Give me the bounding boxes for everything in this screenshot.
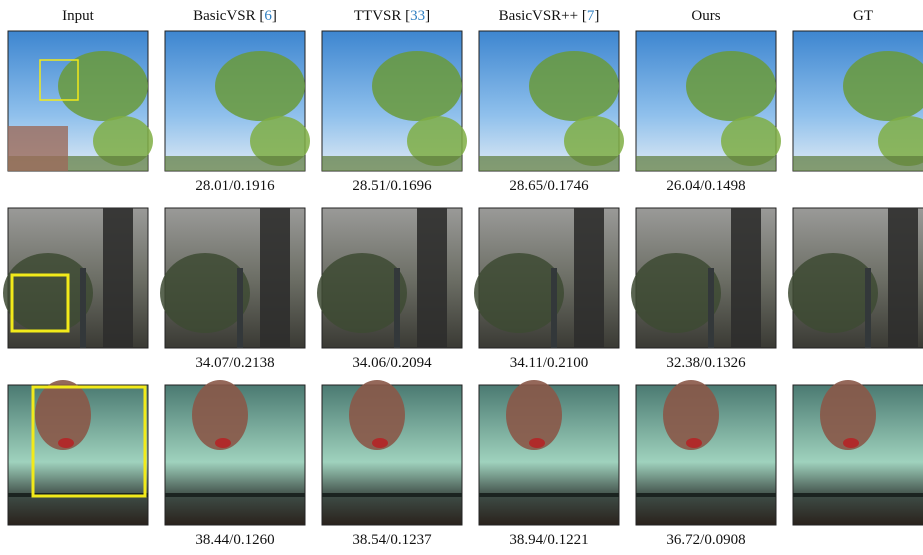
ground xyxy=(322,156,462,171)
tripod xyxy=(237,268,243,348)
column-header: GT xyxy=(853,8,873,24)
citation-bracket: ] xyxy=(425,8,430,24)
column-header: TTVSR [33] xyxy=(354,8,430,24)
image-cell xyxy=(322,31,467,171)
fingernail xyxy=(843,438,859,448)
metric-caption: 34.07/0.2138 xyxy=(195,355,274,371)
image-cell xyxy=(474,208,619,348)
image-cell xyxy=(636,31,781,171)
edge xyxy=(165,493,305,497)
image-cell xyxy=(479,31,624,171)
person xyxy=(574,208,604,348)
metric-caption: 28.01/0.1916 xyxy=(195,178,275,194)
foliage xyxy=(372,51,462,121)
image-cell xyxy=(793,31,923,171)
ground xyxy=(636,156,776,171)
image-cell xyxy=(165,31,310,171)
foliage xyxy=(58,51,148,121)
fingernail xyxy=(372,438,388,448)
edge xyxy=(322,493,462,497)
citation-bracket: ] xyxy=(594,8,599,24)
fingernail xyxy=(686,438,702,448)
method-name: GT xyxy=(853,8,873,24)
ground xyxy=(165,156,305,171)
image-cell xyxy=(788,208,923,348)
tripod xyxy=(865,268,871,348)
method-name: BasicVSR [ xyxy=(193,8,264,24)
trees xyxy=(317,253,407,333)
image-cell xyxy=(636,380,776,525)
image-cell xyxy=(631,208,776,348)
person xyxy=(417,208,447,348)
foliage xyxy=(686,51,776,121)
image-cell xyxy=(317,208,462,348)
image-cell xyxy=(793,380,923,525)
citation: 33 xyxy=(410,8,425,24)
metric-caption: 34.11/0.2100 xyxy=(510,355,589,371)
tripod xyxy=(551,268,557,348)
foliage xyxy=(529,51,619,121)
method-name: TTVSR [ xyxy=(354,8,410,24)
metric-caption: 34.06/0.2094 xyxy=(352,355,432,371)
person xyxy=(888,208,918,348)
method-name: Ours xyxy=(691,8,720,24)
metric-caption: 32.38/0.1326 xyxy=(666,355,746,371)
edge xyxy=(479,493,619,497)
metric-caption: 28.51/0.1696 xyxy=(352,178,432,194)
image-cell xyxy=(8,380,148,525)
image-cell xyxy=(160,208,305,348)
person xyxy=(260,208,290,348)
trees xyxy=(788,253,878,333)
fingernail xyxy=(529,438,545,448)
ground xyxy=(793,156,923,171)
tripod xyxy=(80,268,86,348)
tripod xyxy=(708,268,714,348)
method-name: Input xyxy=(62,8,94,24)
metric-caption: 36.72/0.0908 xyxy=(666,532,745,548)
edge xyxy=(636,493,776,497)
method-name: BasicVSR++ [ xyxy=(499,8,587,24)
image-cell xyxy=(479,380,619,525)
figure: InputBasicVSR [6]TTVSR [33]BasicVSR++ [7… xyxy=(0,0,923,550)
tripod xyxy=(394,268,400,348)
foliage xyxy=(215,51,305,121)
image-cell xyxy=(8,31,153,171)
metric-caption: 38.44/0.1260 xyxy=(195,532,274,548)
road xyxy=(8,126,68,171)
ground xyxy=(479,156,619,171)
person xyxy=(103,208,133,348)
image-cell xyxy=(322,380,462,525)
edge xyxy=(793,493,923,497)
fingernail xyxy=(58,438,74,448)
person xyxy=(731,208,761,348)
column-header: BasicVSR++ [7] xyxy=(499,8,600,24)
column-header: BasicVSR [6] xyxy=(193,8,277,24)
trees xyxy=(160,253,250,333)
fingernail xyxy=(215,438,231,448)
column-header: Input xyxy=(62,8,94,24)
column-header: Ours xyxy=(691,8,720,24)
trees xyxy=(631,253,721,333)
trees xyxy=(474,253,564,333)
trees xyxy=(3,253,93,333)
metric-caption: 38.54/0.1237 xyxy=(352,532,432,548)
image-cell xyxy=(165,380,305,525)
metric-caption: 26.04/0.1498 xyxy=(666,178,745,194)
metric-caption: 28.65/0.1746 xyxy=(509,178,589,194)
metric-caption: 38.94/0.1221 xyxy=(509,532,588,548)
citation-bracket: ] xyxy=(272,8,277,24)
image-cell xyxy=(3,208,148,348)
